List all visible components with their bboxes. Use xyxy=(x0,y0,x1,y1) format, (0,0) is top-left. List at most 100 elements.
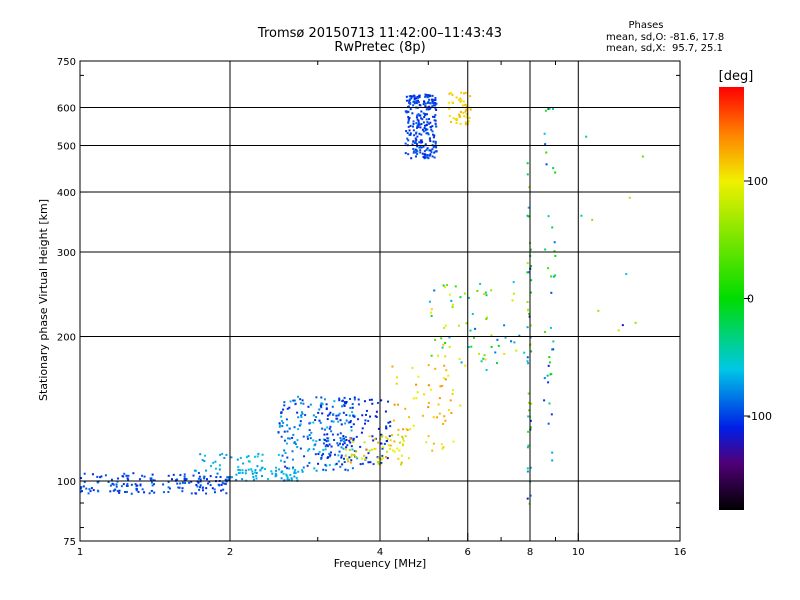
data-point xyxy=(545,163,548,166)
data-point xyxy=(551,459,554,462)
data-point xyxy=(368,449,371,452)
data-point xyxy=(432,146,435,149)
data-point xyxy=(420,141,423,144)
data-point xyxy=(415,116,418,119)
data-point xyxy=(380,442,383,445)
data-point xyxy=(292,433,295,436)
data-point xyxy=(526,300,529,303)
data-point xyxy=(340,456,343,459)
data-point xyxy=(255,472,258,475)
data-point xyxy=(349,461,352,464)
data-point xyxy=(278,468,281,471)
colorbar xyxy=(719,87,744,510)
data-point xyxy=(203,477,206,480)
data-point xyxy=(290,478,293,481)
data-point xyxy=(294,469,297,472)
data-point xyxy=(318,451,321,454)
data-point xyxy=(320,396,323,399)
colorbar-tick-label: -100 xyxy=(747,410,772,423)
data-point xyxy=(380,399,383,402)
y-axis: 75 100 200 300 400 500 600 750 xyxy=(57,57,680,548)
data-point xyxy=(430,354,433,357)
data-point xyxy=(371,402,374,405)
data-point xyxy=(130,483,133,486)
data-point xyxy=(495,362,498,365)
data-point xyxy=(464,364,467,367)
data-point xyxy=(496,338,499,341)
data-point xyxy=(286,437,289,440)
data-point xyxy=(353,415,356,418)
data-point xyxy=(96,480,99,483)
data-point xyxy=(291,436,294,439)
data-point xyxy=(141,488,144,491)
data-point xyxy=(365,448,368,451)
data-point xyxy=(374,437,377,440)
x-axis-label: Frequency [MHz] xyxy=(334,557,426,570)
data-point xyxy=(328,443,331,446)
data-point xyxy=(285,474,288,477)
data-point xyxy=(418,123,421,126)
data-point xyxy=(199,484,202,487)
data-point xyxy=(335,414,338,417)
data-point xyxy=(460,99,463,102)
data-point xyxy=(402,439,405,442)
data-point xyxy=(318,438,321,441)
data-point xyxy=(230,456,233,459)
data-point xyxy=(349,441,352,444)
data-point xyxy=(434,339,437,342)
data-point xyxy=(554,171,557,174)
data-point xyxy=(252,475,255,478)
data-point xyxy=(462,100,465,103)
data-point xyxy=(458,114,461,117)
data-point xyxy=(518,334,521,337)
data-point xyxy=(320,406,323,409)
data-point xyxy=(345,414,348,417)
data-point xyxy=(205,469,208,472)
data-point xyxy=(443,286,446,289)
data-point xyxy=(211,487,214,490)
data-point xyxy=(309,403,312,406)
data-point xyxy=(424,156,427,159)
data-point xyxy=(413,102,416,105)
data-point xyxy=(503,324,506,327)
data-point xyxy=(375,415,378,418)
data-point xyxy=(341,463,344,466)
data-point xyxy=(433,115,436,118)
data-point xyxy=(261,453,264,456)
data-point xyxy=(458,357,461,360)
data-point xyxy=(296,479,299,482)
data-point xyxy=(338,450,341,453)
data-point xyxy=(544,330,547,333)
data-point xyxy=(414,140,417,143)
data-point xyxy=(409,132,412,135)
data-point xyxy=(463,115,466,118)
data-point xyxy=(406,137,409,140)
data-point xyxy=(554,254,557,257)
data-point xyxy=(352,440,355,443)
data-point xyxy=(380,433,383,436)
data-point xyxy=(434,98,437,101)
data-point xyxy=(528,409,531,412)
x-tick-label: 1 xyxy=(77,547,83,558)
data-point xyxy=(377,460,380,463)
data-point xyxy=(241,471,244,474)
data-point xyxy=(199,480,202,483)
data-point xyxy=(344,448,347,451)
data-point xyxy=(331,433,334,436)
data-point xyxy=(410,157,413,160)
data-point xyxy=(286,456,289,459)
data-point xyxy=(634,321,637,324)
data-point xyxy=(167,474,170,477)
data-point xyxy=(351,448,354,451)
data-point xyxy=(426,147,429,150)
data-point xyxy=(137,490,140,493)
data-point xyxy=(209,475,212,478)
data-point xyxy=(241,469,244,472)
data-point xyxy=(222,488,225,491)
data-point xyxy=(355,450,358,453)
data-point xyxy=(444,341,447,344)
data-point xyxy=(416,126,419,129)
data-point xyxy=(321,412,324,415)
data-point xyxy=(353,398,356,401)
data-point xyxy=(445,284,448,287)
